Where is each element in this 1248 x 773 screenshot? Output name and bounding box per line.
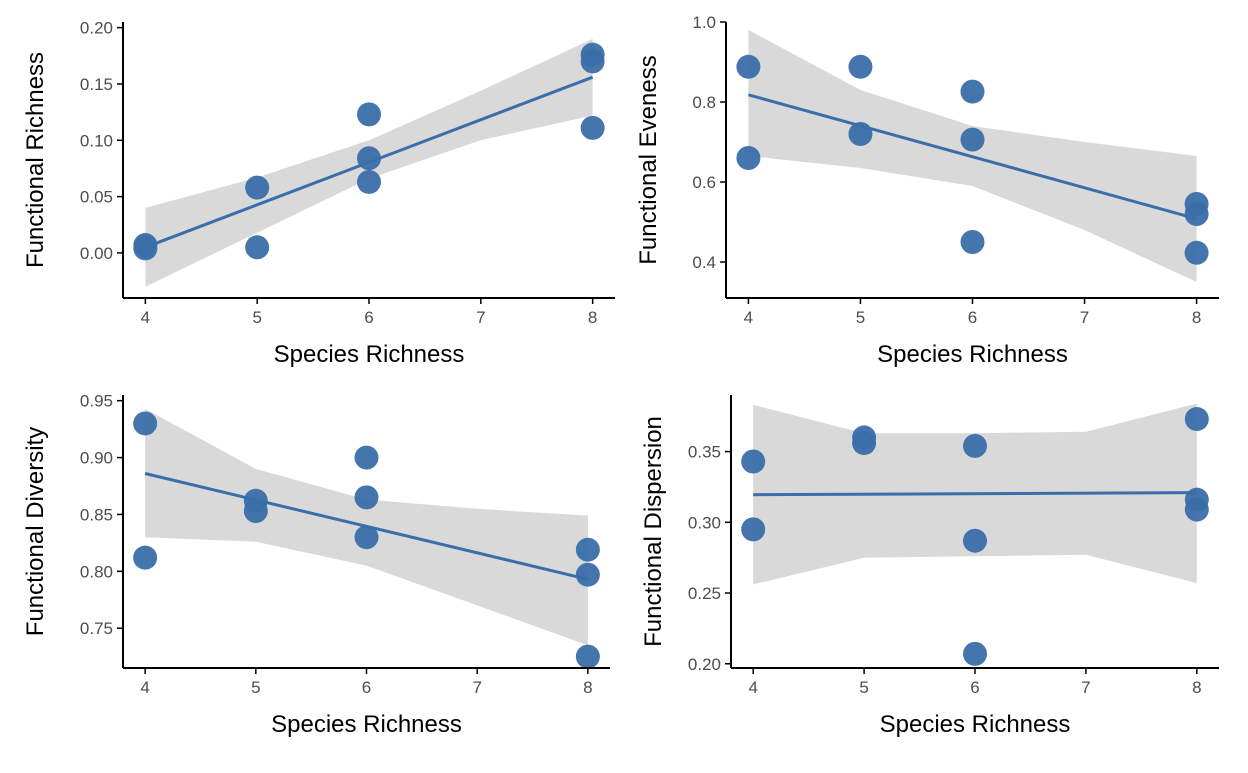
x-tick-label: 5: [856, 308, 865, 327]
x-tick-label: 5: [251, 678, 260, 697]
x-tick-label: 6: [364, 308, 373, 327]
panel-bottom-right: 4 5 6 7 8 0.20 0.25 0.30 0.35 Species Richness Fun…: [640, 395, 1219, 738]
x-tick-label: 8: [1192, 308, 1201, 327]
y-axis-title: Functional Eveness: [635, 55, 662, 264]
y-tick-label: 0.20: [80, 19, 113, 38]
x-tick-label: 7: [1080, 308, 1089, 327]
x-tick-label: 5: [859, 678, 868, 697]
y-tick-label: 0.80: [80, 562, 113, 581]
x-tick-label: 4: [748, 678, 757, 697]
data-point: [741, 517, 766, 542]
data-point: [575, 644, 600, 669]
data-point: [354, 485, 379, 510]
y-axis-title: Functional Richness: [22, 52, 49, 268]
x-tick-label: 4: [140, 678, 149, 697]
y-axis-title: Functional Diversity: [22, 427, 49, 636]
y-tick-label: 0.90: [80, 449, 113, 468]
data-point: [960, 127, 985, 152]
data-point: [736, 54, 761, 79]
data-point: [741, 449, 766, 474]
x-tick-label: 8: [588, 308, 597, 327]
y-tick-label: 0.6: [692, 173, 716, 192]
data-point: [963, 641, 987, 666]
data-point: [357, 169, 381, 194]
x-tick-label: 8: [1192, 678, 1201, 697]
y-tick-label: 0.00: [80, 244, 113, 263]
x-tick-label: 6: [968, 308, 977, 327]
x-tick-label: 4: [744, 308, 753, 327]
data-point: [852, 431, 877, 456]
data-point: [245, 175, 270, 200]
x-tick-label: 6: [362, 678, 371, 697]
y-tick-label: 0.35: [688, 443, 721, 462]
x-tick-label: 5: [252, 308, 261, 327]
data-point: [1184, 240, 1209, 265]
y-tick-label: 0.20: [688, 655, 721, 674]
data-point: [960, 230, 985, 254]
panel-top-right: 4 5 6 7 8 0.4 0.6 0.8 1.0 Species Richness Functio…: [635, 13, 1219, 368]
y-tick-label: 0.85: [80, 505, 113, 524]
x-tick-label: 6: [970, 678, 979, 697]
x-tick-label: 7: [1081, 678, 1090, 697]
x-tick-label: 4: [141, 308, 150, 327]
y-tick-label: 0.05: [80, 188, 113, 207]
y-tick-label: 0.25: [688, 584, 721, 603]
regression-line: [748, 93, 1197, 221]
y-tick-label: 0.15: [80, 75, 113, 94]
data-point: [354, 445, 379, 470]
y-tick-label: 0.30: [688, 513, 721, 532]
data-point: [357, 146, 381, 171]
data-point: [848, 122, 873, 146]
data-point: [575, 537, 600, 562]
x-tick-label: 7: [472, 678, 481, 697]
x-axis-title: Species Richness: [877, 341, 1068, 368]
data-point: [963, 528, 987, 553]
panel-top-left: 4 5 6 7 8 0.00 0.05 0.10 0.15 0.20 Species Richnes…: [22, 19, 615, 368]
x-tick-label: 8: [583, 678, 592, 697]
y-tick-label: 0.8: [692, 93, 716, 112]
data-point: [848, 54, 873, 79]
data-point: [736, 146, 761, 170]
data-point: [1184, 497, 1209, 522]
y-tick-label: 0.4: [692, 253, 716, 272]
x-tick-label: 7: [476, 308, 485, 327]
y-tick-label: 0.75: [80, 619, 113, 638]
x-axis-title: Species Richness: [880, 711, 1071, 738]
data-point: [580, 115, 605, 140]
y-tick-label: 0.10: [80, 131, 113, 150]
data-point: [133, 236, 158, 261]
x-axis-title: Species Richness: [274, 341, 465, 368]
data-point: [963, 433, 987, 458]
panel-bottom-left: 4 5 6 7 8 0.75 0.80 0.85 0.90 0.95 Species Richnes…: [22, 392, 610, 738]
x-axis-title: Species Richness: [271, 711, 462, 738]
data-point: [575, 562, 600, 587]
data-point: [133, 545, 158, 570]
data-point: [960, 79, 985, 104]
y-tick-label: 1.0: [692, 13, 716, 32]
y-tick-label: 0.95: [80, 392, 113, 411]
data-point: [243, 499, 268, 524]
regression-line: [753, 491, 1197, 497]
data-point: [354, 525, 379, 550]
y-axis-title: Functional Dispersion: [640, 416, 667, 647]
data-point: [357, 102, 381, 127]
data-point: [1184, 202, 1209, 226]
data-point: [245, 235, 270, 260]
data-point: [580, 49, 605, 74]
data-point: [1184, 407, 1209, 432]
data-point: [133, 411, 158, 436]
